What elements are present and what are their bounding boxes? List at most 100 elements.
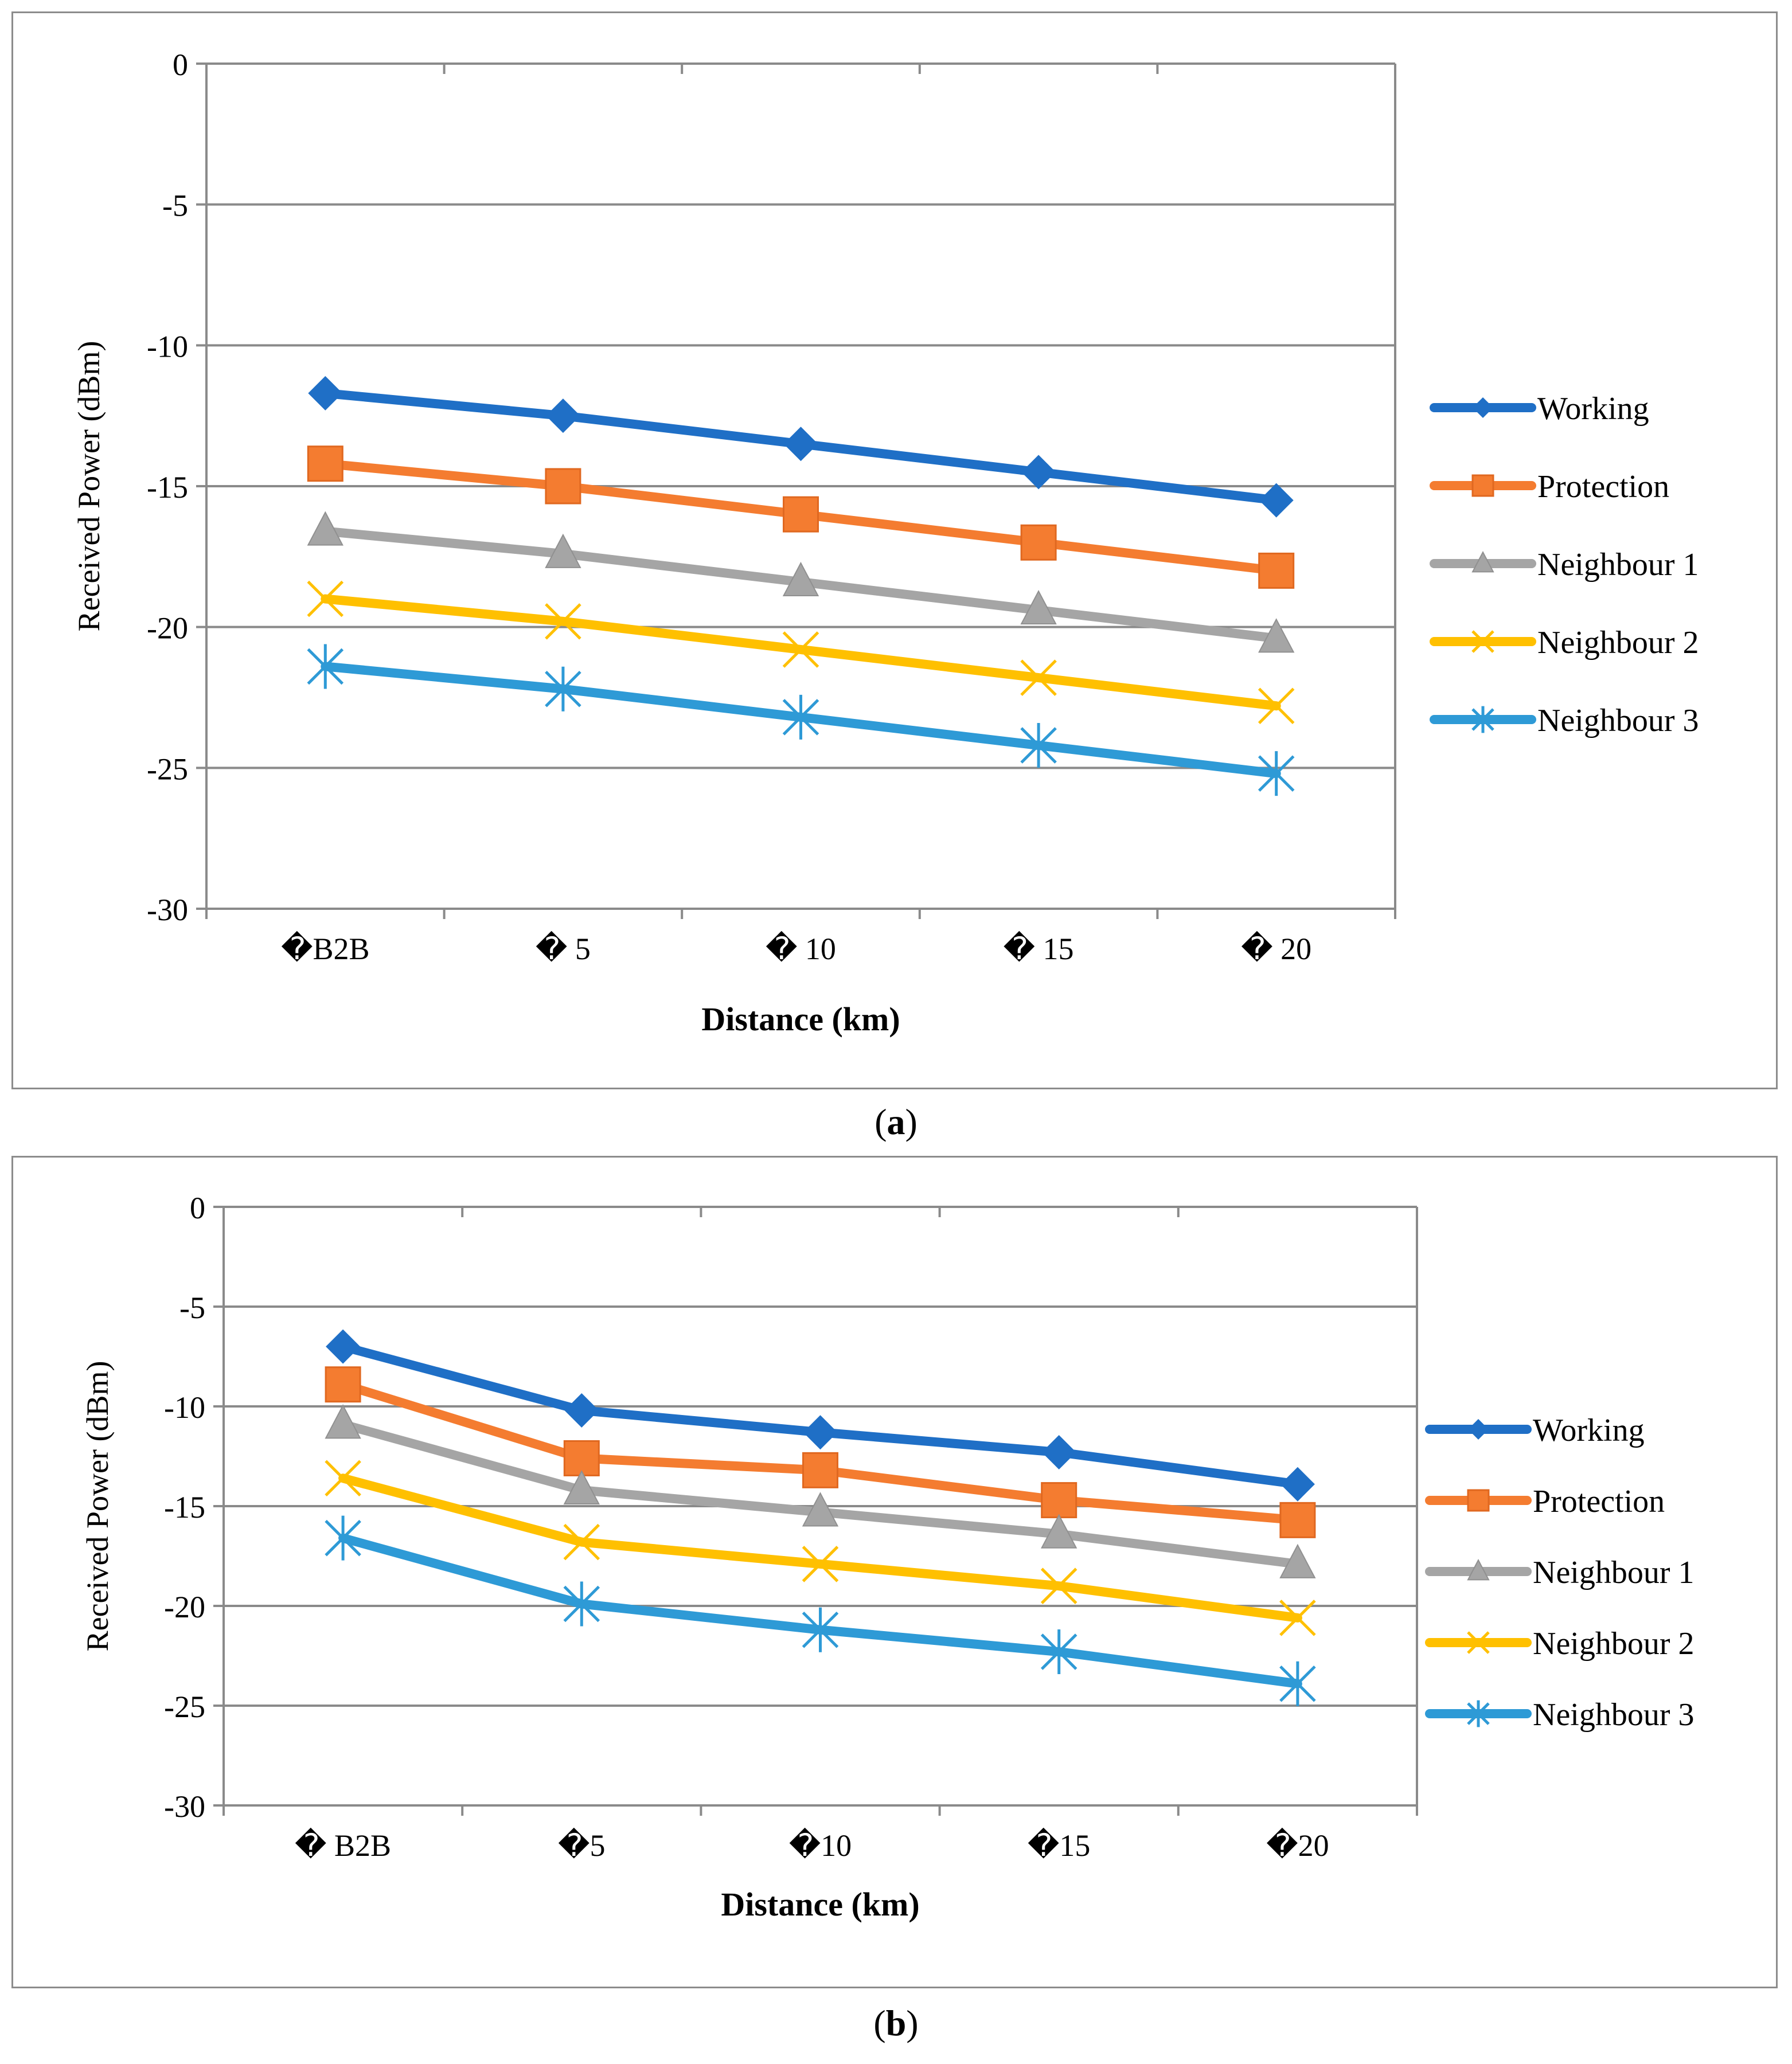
y-axis-title: Received Power (dBm)	[80, 1361, 115, 1652]
data-point	[545, 666, 581, 712]
data-point	[545, 398, 580, 433]
series-protection: Protection	[307, 445, 1669, 589]
data-point	[1279, 1502, 1316, 1538]
y-tick-label: 0	[190, 1191, 205, 1225]
data-point	[802, 1452, 838, 1488]
y-tick-label: -10	[147, 329, 188, 363]
legend-marker	[1471, 551, 1494, 573]
data-point	[1040, 1629, 1077, 1675]
x-tick-label: � B2B	[295, 1827, 391, 1863]
y-tick-label: 0	[173, 48, 188, 82]
caption-b: (b)	[873, 2003, 919, 2043]
data-point	[782, 561, 819, 597]
chart-a-svg: 0 -5 -10 -15 -20 -25 -30 �B2B � 5 � 10 � 15 � 20 Dis…	[72, 48, 1699, 1038]
series-neighbour-3: Neighbour 3	[325, 1515, 1695, 1733]
y-tick-label: -5	[162, 189, 188, 223]
chart-panel-b: 0 -5 -10 -15 -20 -25 -30 � B2B �5 �10 �15 �20 Distan…	[11, 1156, 1778, 1988]
data-point	[325, 1404, 361, 1439]
legend-marker	[1471, 474, 1494, 497]
data-point	[307, 511, 343, 546]
y-tick-label: -20	[147, 611, 188, 646]
series-neighbour-1: Neighbour 1	[325, 1404, 1695, 1590]
data-point	[564, 1393, 599, 1428]
data-point	[1041, 1435, 1076, 1470]
x-axis-title: Distance (km)	[701, 1000, 900, 1038]
data-point	[782, 694, 819, 740]
y-tick-label: -30	[164, 1789, 205, 1824]
data-point	[803, 1415, 838, 1450]
data-point	[1021, 455, 1056, 490]
data-point	[1258, 552, 1295, 589]
legend-label: Neighbour 2	[1537, 625, 1699, 660]
y-axis-title: Received Power (dBm)	[72, 341, 106, 632]
data-point	[307, 445, 343, 482]
data-point	[326, 1329, 361, 1364]
x-tick-label: � 20	[1241, 931, 1311, 966]
caption-b-letter: b	[885, 2003, 907, 2043]
x-tick-label: �20	[1266, 1827, 1329, 1863]
legend-label: Protection	[1537, 469, 1669, 505]
series-neighbour-3: Neighbour 3	[307, 644, 1699, 796]
series-line	[321, 594, 1281, 711]
data-point	[1259, 483, 1294, 518]
data-point	[545, 533, 581, 568]
data-point	[1279, 1543, 1316, 1578]
legend-marker	[1467, 1489, 1490, 1512]
data-point	[802, 1492, 839, 1527]
data-point	[1041, 1482, 1077, 1519]
legend-label: Neighbour 3	[1537, 703, 1699, 738]
data-point	[1258, 687, 1295, 725]
series-working: Working	[326, 1329, 1645, 1502]
data-point	[325, 1515, 361, 1561]
legend-marker	[1467, 1700, 1490, 1727]
data-point	[802, 1607, 839, 1652]
data-point	[783, 496, 819, 533]
data-point	[325, 1366, 361, 1403]
x-tick-label: � 15	[1004, 931, 1074, 966]
data-point	[1040, 1567, 1077, 1604]
data-point	[545, 468, 581, 505]
legend-label: Protection	[1533, 1484, 1665, 1519]
data-point	[325, 1460, 361, 1497]
data-point	[783, 427, 818, 462]
data-point	[563, 1523, 600, 1561]
data-point	[308, 376, 343, 411]
series-neighbour-1: Neighbour 1	[307, 511, 1699, 653]
data-point	[563, 1581, 600, 1627]
legend-marker	[1471, 706, 1494, 733]
series-working: Working	[308, 376, 1649, 518]
y-tick-label: -15	[164, 1490, 205, 1524]
series-protection: Protection	[325, 1366, 1665, 1538]
data-point	[1020, 723, 1057, 768]
data-point	[1258, 618, 1295, 653]
data-point	[1020, 524, 1057, 561]
y-tick-label: -25	[147, 752, 188, 786]
data-point	[545, 603, 581, 640]
x-tick-label: �5	[558, 1827, 605, 1863]
y-tick-label: -5	[179, 1291, 205, 1325]
x-tick-label: � 5	[536, 931, 591, 966]
caption-a: (a)	[874, 1101, 918, 1142]
y-tick-label: -25	[164, 1690, 205, 1724]
legend-marker	[1473, 397, 1493, 418]
chart-panel-a: 0 -5 -10 -15 -20 -25 -30 �B2B � 5 � 10 � 15 � 20 Dis…	[11, 11, 1778, 1089]
legend-label: Neighbour 1	[1537, 547, 1699, 583]
y-tick-label: -20	[164, 1590, 205, 1624]
data-point	[1020, 659, 1057, 696]
data-point	[1279, 1600, 1316, 1636]
legend-label: Neighbour 3	[1533, 1697, 1695, 1733]
data-point	[782, 631, 819, 668]
x-axis-title: Distance (km)	[721, 1886, 919, 1923]
x-tick-label: �10	[789, 1827, 852, 1863]
series-neighbour-2: Neighbour 2	[307, 580, 1699, 725]
y-tick-label: -15	[147, 470, 188, 505]
data-point	[1280, 1467, 1315, 1502]
caption-a-letter: a	[887, 1101, 905, 1142]
data-point	[802, 1546, 839, 1582]
legend-marker	[1468, 1419, 1489, 1440]
data-point	[1258, 751, 1295, 796]
legend-label: Working	[1533, 1413, 1645, 1448]
legend-marker	[1467, 1559, 1490, 1581]
x-tick-label: �15	[1028, 1827, 1090, 1863]
legend-label: Neighbour 1	[1533, 1555, 1695, 1590]
